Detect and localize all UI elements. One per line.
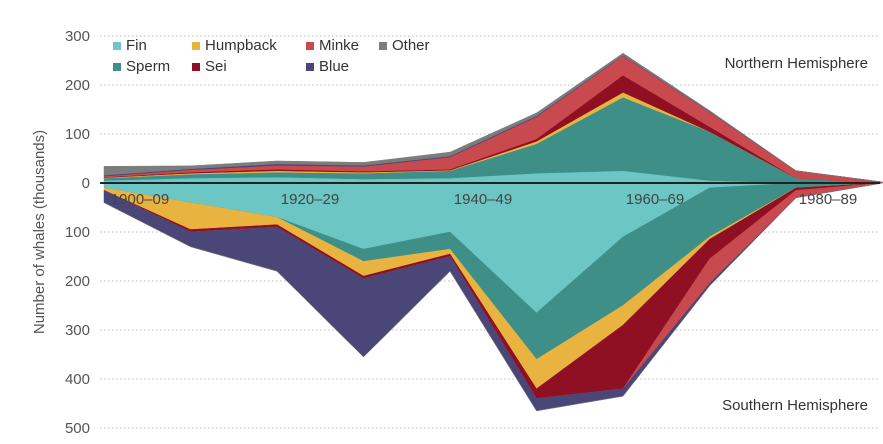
legend: Fin Humpback Minke Other Sperm Sei Blue: [113, 37, 430, 75]
legend-swatch: [192, 63, 200, 71]
x-tick-labels: 1900–09 1920–29 1940–49 1960–69 1980–89: [111, 191, 857, 208]
legend-label: Other: [392, 37, 430, 54]
legend-item-fin: Fin: [113, 37, 147, 54]
x-tick-label: 1940–49: [454, 191, 512, 208]
southern-hemisphere-label: Southern Hemisphere: [722, 397, 868, 414]
legend-item-minke: Minke: [306, 37, 359, 54]
legend-item-humpback: Humpback: [192, 37, 277, 54]
y-tick-label: 300: [65, 322, 90, 339]
x-tick-label: 1980–89: [799, 191, 857, 208]
y-tick-label: 100: [65, 224, 90, 241]
stacked-areas: [103, 52, 883, 412]
y-tick-label: 100: [65, 126, 90, 143]
legend-label: Minke: [319, 37, 359, 54]
north-other-area: [103, 52, 883, 183]
legend-swatch: [379, 42, 387, 50]
legend-item-sei: Sei: [192, 58, 227, 75]
y-tick-label: 0: [82, 175, 90, 192]
legend-label: Fin: [126, 37, 147, 54]
legend-label: Humpback: [205, 37, 277, 54]
legend-item-other: Other: [379, 37, 430, 54]
legend-swatch: [113, 63, 121, 71]
legend-item-sperm: Sperm: [113, 58, 170, 75]
y-tick-label: 200: [65, 273, 90, 290]
y-tick-label: 400: [65, 371, 90, 388]
legend-swatch: [192, 42, 200, 50]
x-tick-label: 1900–09: [111, 191, 169, 208]
y-tick-label: 500: [65, 420, 90, 437]
x-tick-label: 1960–69: [626, 191, 684, 208]
legend-swatch: [306, 63, 314, 71]
y-tick-labels: 300 200 100 0 100 200 300 400 500: [65, 28, 90, 437]
legend-item-blue: Blue: [306, 58, 349, 75]
legend-swatch: [306, 42, 314, 50]
y-tick-label: 300: [65, 28, 90, 45]
northern-hemisphere-label: Northern Hemisphere: [725, 55, 868, 72]
legend-label: Sei: [205, 58, 227, 75]
legend-swatch: [113, 42, 121, 50]
y-tick-label: 200: [65, 77, 90, 94]
y-axis-label: Number of whales (thousands): [31, 130, 48, 334]
x-tick-label: 1920–29: [281, 191, 339, 208]
legend-label: Sperm: [126, 58, 170, 75]
legend-label: Blue: [319, 58, 349, 75]
